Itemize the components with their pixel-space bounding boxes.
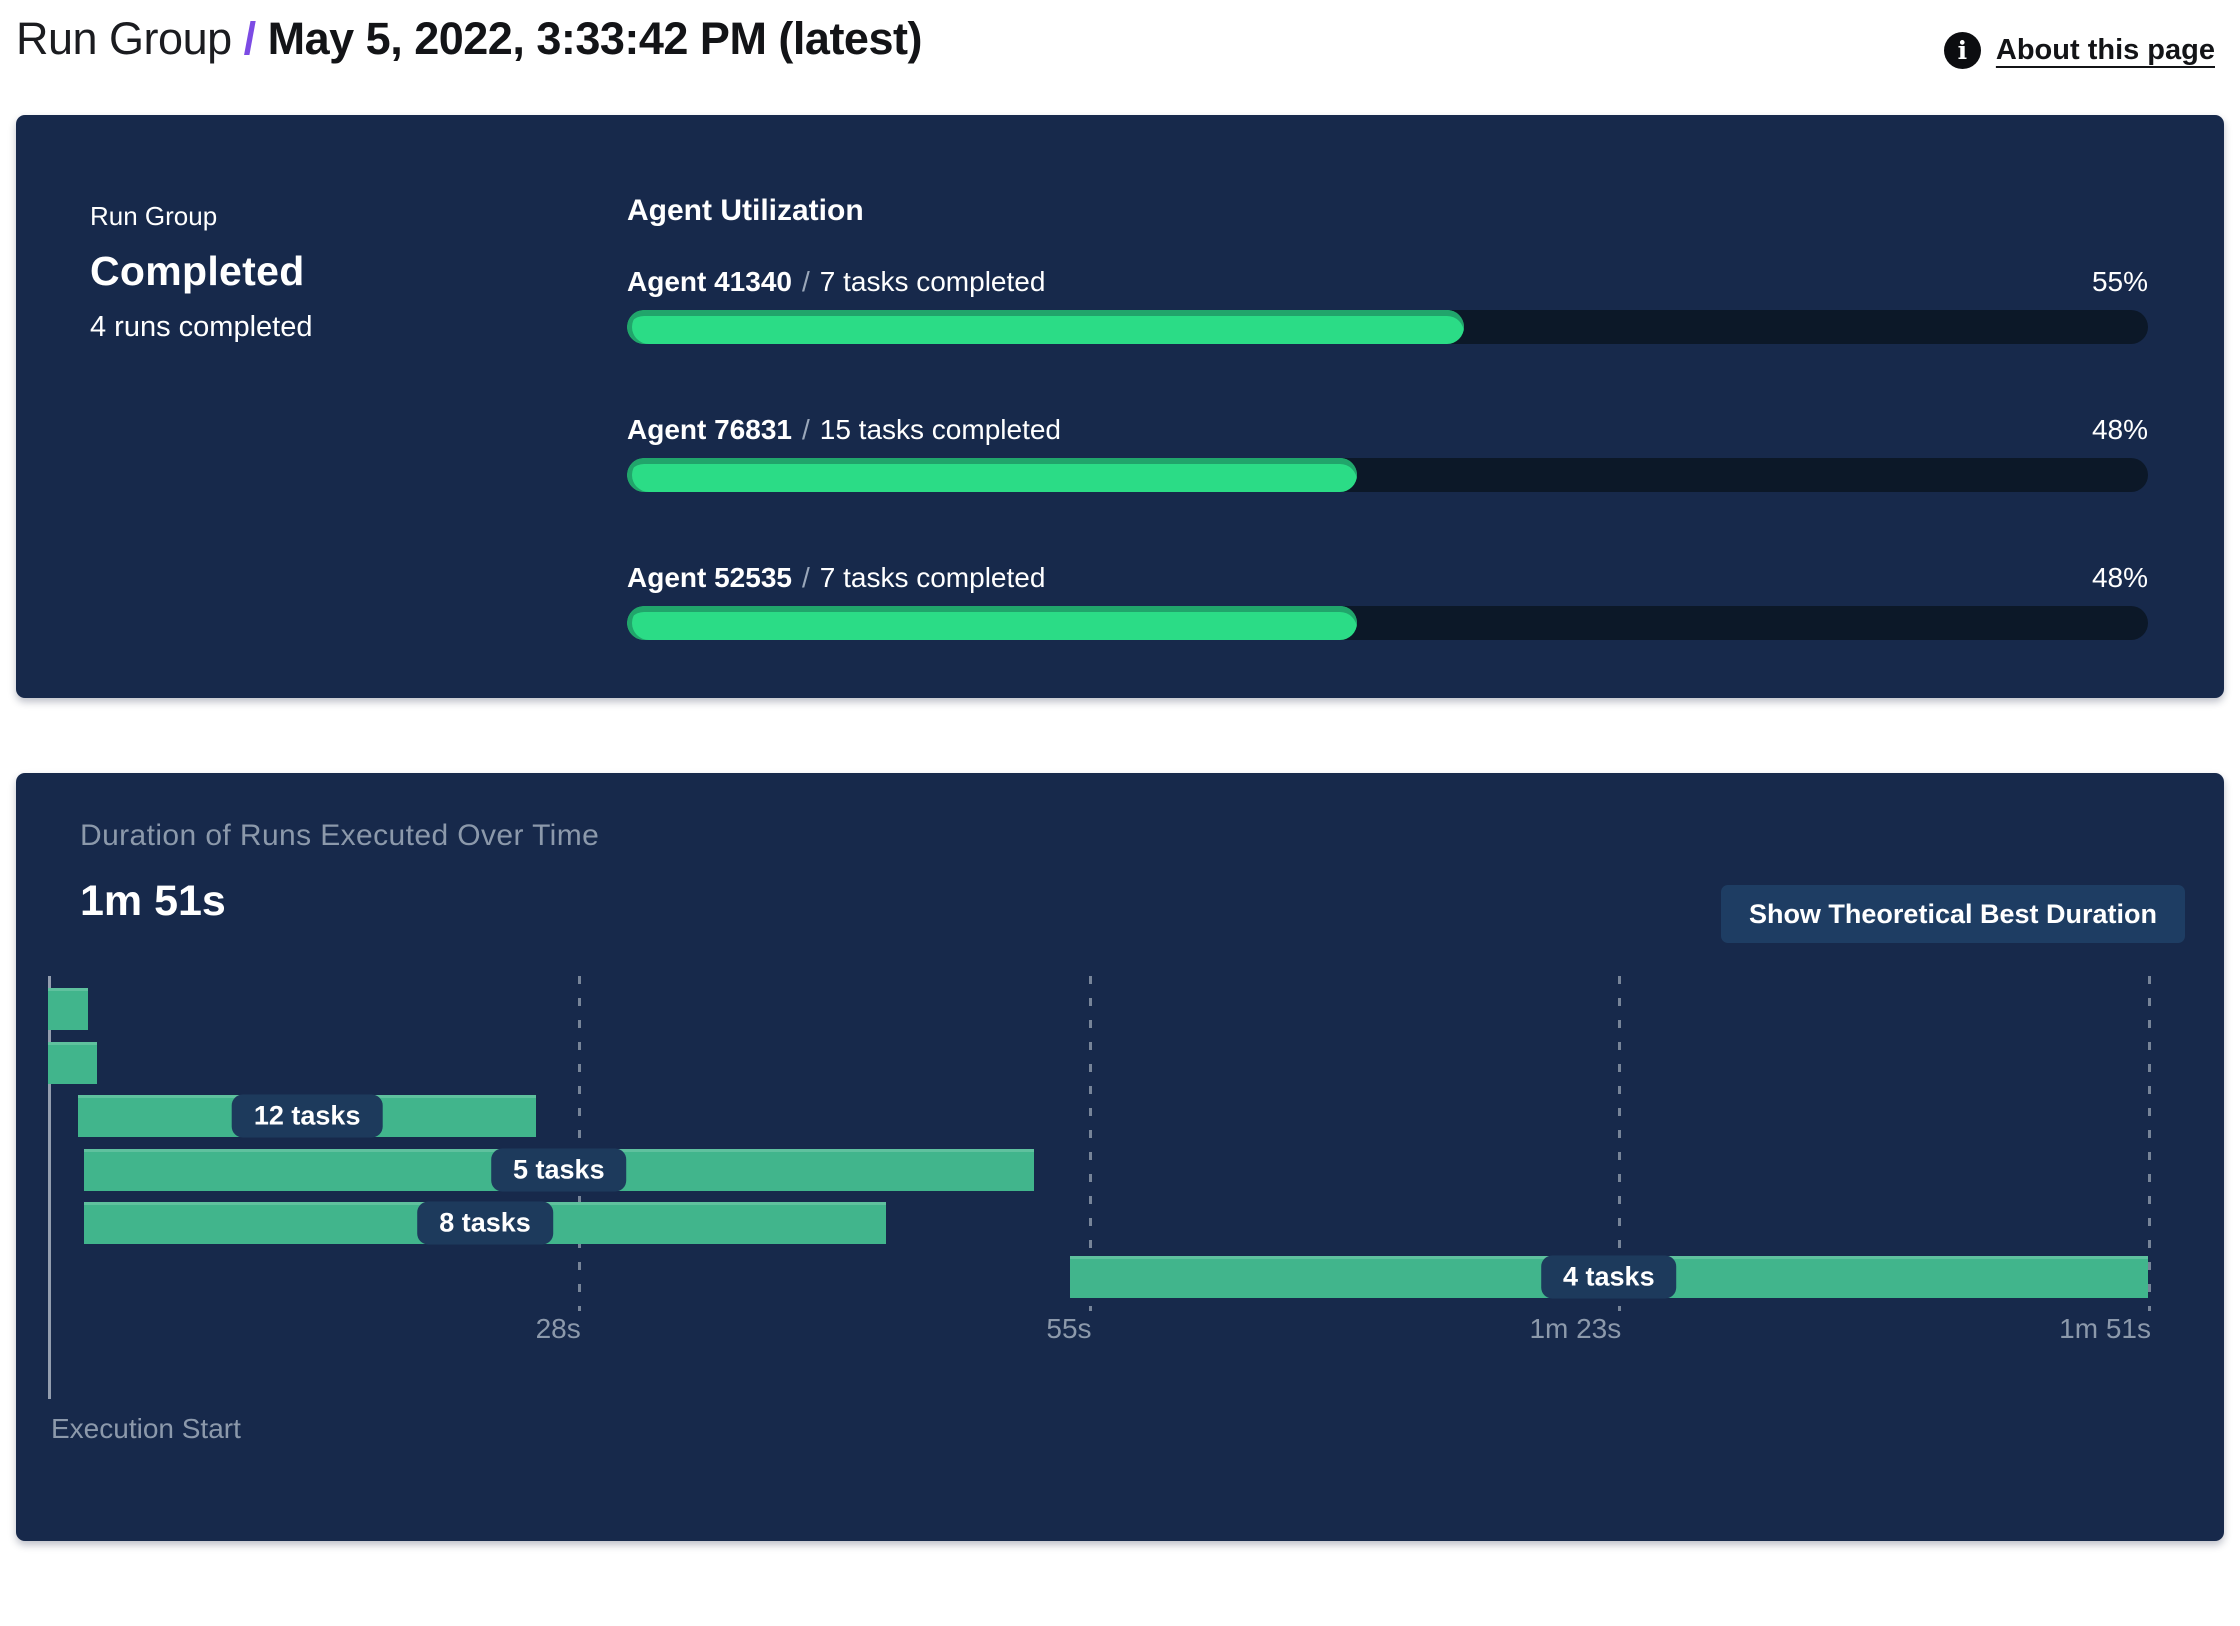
gantt-run-bar[interactable]: 8 tasks xyxy=(83,1201,887,1245)
axis-tick-label: 55s xyxy=(1046,1313,1092,1344)
gantt-run-bar[interactable] xyxy=(48,1041,98,1084)
run-group-panel: Run Group Completed 4 runs completed Age… xyxy=(16,115,2224,698)
gridline xyxy=(2148,976,2151,1311)
about-this-page-link[interactable]: About this page xyxy=(1995,34,2215,66)
run-group-label: Run Group xyxy=(90,201,218,231)
agent-name: Agent 76831 xyxy=(627,414,792,445)
axis-tick-label: 28s xyxy=(535,1313,581,1344)
agent-progress-track xyxy=(627,310,2148,344)
agent-utilization-heading: Agent Utilization xyxy=(627,194,864,227)
task-count-label: 5 tasks xyxy=(491,1148,627,1192)
page-header: Run Group / May 5, 2022, 3:33:42 PM (lates… xyxy=(0,0,2240,69)
about-this-page: i About this page xyxy=(1943,32,2215,69)
agent-utilization-percent: 48% xyxy=(2091,562,2148,593)
axis-tick-label: 1m 51s xyxy=(2059,1313,2151,1344)
agent-utilization-section: Agent Utilization Agent 41340 / 7 tasks … xyxy=(627,115,2224,698)
task-count-label: 8 tasks xyxy=(417,1201,553,1245)
duration-panel: Duration of Runs Executed Over Time 1m 5… xyxy=(16,773,2224,1541)
task-count-label: 12 tasks xyxy=(231,1094,383,1138)
agent-row: Agent 76831 / 15 tasks completed 48% xyxy=(627,414,2148,492)
task-count-label: 4 tasks xyxy=(1541,1255,1677,1299)
gantt-run-bar[interactable]: 12 tasks xyxy=(78,1094,537,1138)
page-title: Run Group / May 5, 2022, 3:33:42 PM (lates… xyxy=(16,10,922,69)
agent-row: Agent 52535 / 7 tasks completed 48% xyxy=(627,562,2148,640)
gantt-run-bar[interactable]: 4 tasks xyxy=(1069,1255,2148,1299)
run-group-status: Completed xyxy=(90,248,305,294)
total-duration-value: 1m 51s xyxy=(80,877,226,925)
gantt-run-bar[interactable] xyxy=(48,988,88,1030)
gantt-chart: 28s 55s 1m 23s 1m 51s 12 tasks 5 tasks 8 tasks… xyxy=(48,976,2151,1399)
axis-tick-label: 1m 23s xyxy=(1529,1313,1622,1344)
run-timestamp-title: May 5, 2022, 3:33:42 PM (latest) xyxy=(267,13,923,64)
show-theoretical-best-duration-button[interactable]: Show Theoretical Best Duration xyxy=(1720,885,2185,943)
agent-utilization-percent: 55% xyxy=(2091,266,2148,297)
agent-progress-track xyxy=(627,606,2148,640)
duration-chart-title: Duration of Runs Executed Over Time xyxy=(80,819,600,852)
agent-progress-fill xyxy=(627,310,1464,344)
agent-progress-fill xyxy=(627,458,1358,492)
gantt-run-bar[interactable]: 5 tasks xyxy=(83,1148,1034,1192)
execution-start-label: Execution Start xyxy=(51,1413,241,1444)
agent-tasks-completed: 15 tasks completed xyxy=(819,414,1061,445)
execution-start-axis-line xyxy=(48,976,51,1399)
breadcrumb-run-group: Run Group xyxy=(16,13,232,64)
agent-row: Agent 41340 / 7 tasks completed 55% xyxy=(627,266,2148,344)
run-group-summary: Run Group Completed 4 runs completed xyxy=(16,115,627,698)
gridline xyxy=(1088,976,1092,1311)
info-icon[interactable]: i xyxy=(1943,32,1981,69)
agent-tasks-completed: 7 tasks completed xyxy=(819,562,1046,593)
gridline xyxy=(577,976,581,1311)
agent-progress-fill xyxy=(627,606,1358,640)
agent-progress-track xyxy=(627,458,2148,492)
label-separator: / xyxy=(801,414,810,445)
agent-tasks-completed: 7 tasks completed xyxy=(819,266,1046,297)
agent-utilization-percent: 48% xyxy=(2091,414,2148,445)
gridline xyxy=(1618,976,1622,1311)
title-separator: / xyxy=(243,13,257,64)
label-separator: / xyxy=(801,266,810,297)
agent-name: Agent 41340 xyxy=(627,266,792,297)
agent-name: Agent 52535 xyxy=(627,562,792,593)
label-separator: / xyxy=(801,562,810,593)
runs-completed-count: 4 runs completed xyxy=(90,311,313,343)
